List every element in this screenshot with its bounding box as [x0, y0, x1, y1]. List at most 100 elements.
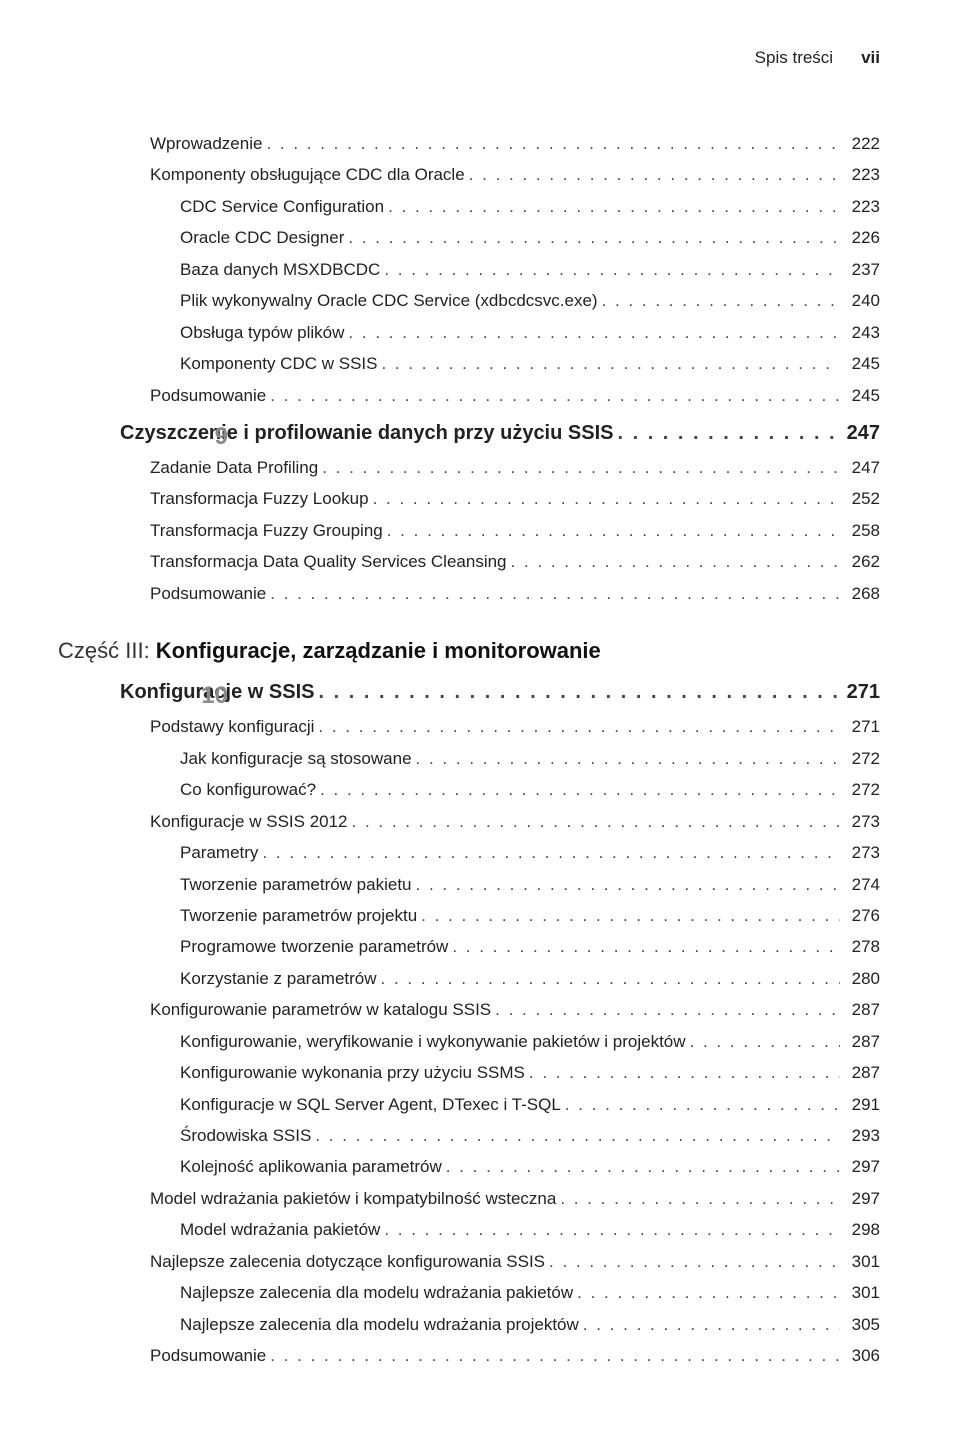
toc-chapter: 9Czyszczenie i profilowanie danych przy … [120, 415, 880, 452]
toc-leader-dots [344, 222, 840, 253]
toc-entry: Jak konfiguracje są stosowane 272 [120, 743, 880, 774]
toc-entry: Korzystanie z parametrów 280 [120, 963, 880, 994]
toc-entry-page: 306 [840, 1340, 880, 1371]
toc-leader-dots [598, 285, 840, 316]
toc-entry-label: Tworzenie parametrów projektu [180, 900, 417, 931]
toc-entry-label: Oracle CDC Designer [180, 222, 344, 253]
toc-entry-label: Podsumowanie [150, 578, 266, 609]
toc-entry-page: 273 [840, 806, 880, 837]
toc-entry-label: Konfigurowanie wykonania przy użyciu SSM… [180, 1057, 525, 1088]
toc-entry: Transformacja Data Quality Services Clea… [120, 546, 880, 577]
toc-leader-dots [442, 1151, 840, 1182]
toc-chapter: 10Konfiguracje w SSIS271 [120, 674, 880, 711]
toc-leader-dots [556, 1183, 840, 1214]
toc-entry-page: 245 [840, 380, 880, 411]
toc-leader-dots [448, 931, 840, 962]
toc-entry-page: 268 [840, 578, 880, 609]
toc-entry-page: 273 [840, 837, 880, 868]
toc-entry-label: Konfiguracje w SQL Server Agent, DTexec … [180, 1089, 561, 1120]
toc-entry: Co konfigurować?272 [120, 774, 880, 805]
toc-leader-dots [314, 711, 840, 742]
toc-entry-page: 298 [840, 1214, 880, 1245]
toc-entry-page: 223 [840, 191, 880, 222]
toc-entry: Komponenty obsługujące CDC dla Oracle 223 [120, 159, 880, 190]
toc-entry: Wprowadzenie222 [120, 128, 880, 159]
toc-entry-label: Model wdrażania pakietów [180, 1214, 380, 1245]
toc-entry-page: 223 [840, 159, 880, 190]
toc-entry: Podsumowanie 306 [120, 1340, 880, 1371]
toc-part-title: Konfiguracje, zarządzanie i monitorowani… [156, 638, 601, 663]
toc-entry-page: 276 [840, 900, 880, 931]
toc-entry-page: 258 [840, 515, 880, 546]
toc-entry: Konfigurowanie wykonania przy użyciu SSM… [120, 1057, 880, 1088]
toc-entry-page: 301 [840, 1246, 880, 1277]
toc-entry-label: Transformacja Fuzzy Grouping [150, 515, 383, 546]
toc-entry-label: Plik wykonywalny Oracle CDC Service (xdb… [180, 285, 598, 316]
toc-leader-dots [417, 900, 840, 931]
toc-entry-page: 287 [840, 994, 880, 1025]
toc-leader-dots [561, 1089, 840, 1120]
toc-entry-label: Transformacja Data Quality Services Clea… [150, 546, 507, 577]
toc-leader-dots [525, 1057, 840, 1088]
toc-leader-dots [318, 452, 840, 483]
toc-entry: Model wdrażania pakietów 298 [120, 1214, 880, 1245]
toc-leader-dots [314, 674, 840, 711]
toc-entry-label: Komponenty CDC w SSIS [180, 348, 377, 379]
running-header: Spis treści vii [120, 48, 880, 68]
toc-entry: Podstawy konfiguracji271 [120, 711, 880, 742]
toc-entry-label: Środowiska SSIS [180, 1120, 311, 1151]
toc-entry: Transformacja Fuzzy Grouping 258 [120, 515, 880, 546]
toc-entry-page: 222 [840, 128, 880, 159]
toc-entry: Kolejność aplikowania parametrów 297 [120, 1151, 880, 1182]
toc-leader-dots [507, 546, 840, 577]
toc-entry: Plik wykonywalny Oracle CDC Service (xdb… [120, 285, 880, 316]
toc-part-prefix: Część III: [58, 638, 156, 663]
toc-leader-dots [316, 774, 840, 805]
toc-entry: Tworzenie parametrów projektu 276 [120, 900, 880, 931]
toc-entry-label: Konfiguracje w SSIS 2012 [150, 806, 348, 837]
toc-entry: Baza danych MSXDBCDC237 [120, 254, 880, 285]
toc-entry-label: Zadanie Data Profiling [150, 452, 318, 483]
toc-entry: Najlepsze zalecenia dla modelu wdrażania… [120, 1309, 880, 1340]
toc-entry-page: 297 [840, 1183, 880, 1214]
toc-entry-page: 278 [840, 931, 880, 962]
toc-entry-page: 293 [840, 1120, 880, 1151]
toc-entry-label: Kolejność aplikowania parametrów [180, 1151, 442, 1182]
toc-leader-dots [348, 806, 840, 837]
toc-entry: Środowiska SSIS 293 [120, 1120, 880, 1151]
toc-leader-dots [369, 483, 840, 514]
toc-leader-dots [384, 191, 840, 222]
toc-leader-dots [344, 317, 840, 348]
toc-entry-page: 274 [840, 869, 880, 900]
toc-entry-page: 287 [840, 1057, 880, 1088]
toc-leader-dots [380, 254, 840, 285]
toc-leader-dots [545, 1246, 840, 1277]
toc-entry-page: 305 [840, 1309, 880, 1340]
toc-leader-dots [377, 963, 840, 994]
toc-entry-page: 272 [840, 743, 880, 774]
toc-leader-dots [573, 1277, 840, 1308]
toc-entry-page: 262 [840, 546, 880, 577]
toc-entry-page: 291 [840, 1089, 880, 1120]
toc-part-heading: Część III: Konfiguracje, zarządzanie i m… [58, 633, 880, 668]
toc-entry-page: 297 [840, 1151, 880, 1182]
toc-leader-dots [412, 743, 840, 774]
toc-entry-page: 280 [840, 963, 880, 994]
toc-entry: Parametry273 [120, 837, 880, 868]
toc-entry: Zadanie Data Profiling247 [120, 452, 880, 483]
toc-chapter-page: 247 [840, 415, 880, 452]
header-page-number: vii [861, 48, 880, 68]
toc-entry-label: Korzystanie z parametrów [180, 963, 377, 994]
toc-entry: Obsługa typów plików243 [120, 317, 880, 348]
toc-entry: Programowe tworzenie parametrów278 [120, 931, 880, 962]
toc-leader-dots [412, 869, 840, 900]
toc-entry-label: Komponenty obsługujące CDC dla Oracle [150, 159, 465, 190]
toc-entry: Tworzenie parametrów pakietu274 [120, 869, 880, 900]
toc-entry: Najlepsze zalecenia dotyczące konfigurow… [120, 1246, 880, 1277]
toc-leader-dots [579, 1309, 840, 1340]
toc-entry-label: Konfigurowanie, weryfikowanie i wykonywa… [180, 1026, 686, 1057]
toc-entry-label: CDC Service Configuration [180, 191, 384, 222]
toc-entry-label: Podsumowanie [150, 1340, 266, 1371]
toc-entry-label: Jak konfiguracje są stosowane [180, 743, 412, 774]
toc-leader-dots [266, 380, 840, 411]
